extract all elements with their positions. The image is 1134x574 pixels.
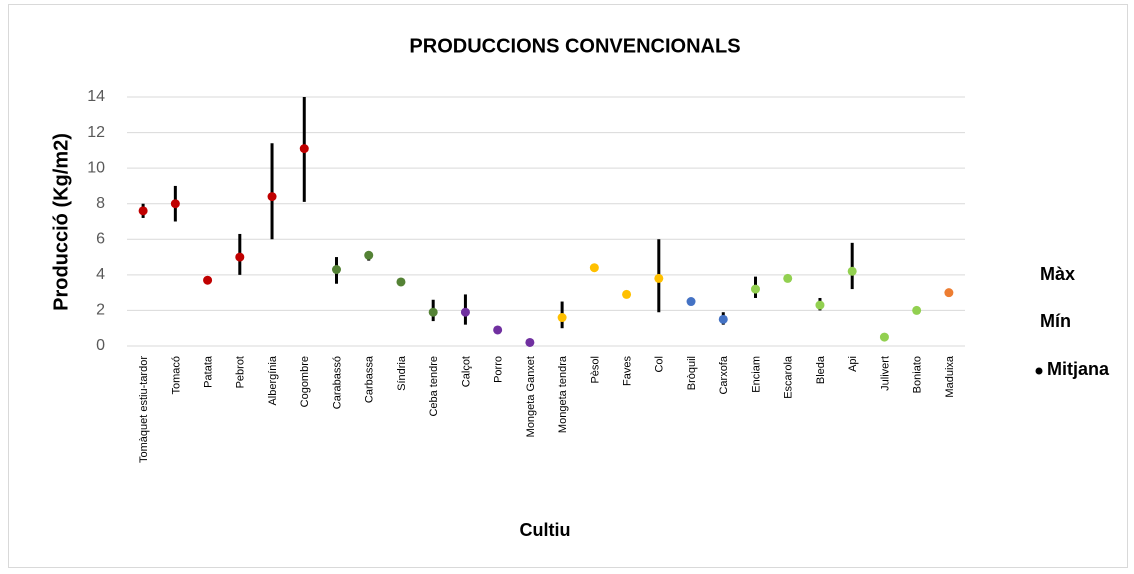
x-tick-label: Api — [847, 356, 859, 372]
x-tick-label: Albergínia — [267, 355, 279, 405]
x-tick-label: Bròquil — [686, 356, 698, 390]
y-tick-label: 8 — [96, 195, 105, 212]
mean-marker — [557, 313, 567, 323]
mean-marker — [364, 250, 374, 260]
mean-marker — [299, 144, 309, 154]
x-tick-label: Enciam — [750, 356, 762, 393]
x-tick-label: Mongeta tendra — [557, 355, 569, 433]
mean-marker — [460, 307, 470, 317]
mean-marker — [428, 307, 438, 317]
x-tick-label: Escarola — [783, 355, 795, 399]
mean-marker — [912, 305, 922, 315]
legend-label: Mitjana — [1047, 359, 1110, 379]
x-tick-label: Cogombre — [299, 356, 311, 407]
mean-marker — [138, 206, 148, 216]
x-tick-label: Ceba tendre — [428, 356, 440, 417]
mean-marker — [847, 266, 857, 276]
mean-marker — [525, 337, 535, 347]
legend-label: Màx — [1040, 264, 1075, 284]
x-tick-label: Mongeta Ganxet — [525, 356, 537, 437]
chart-title: PRODUCCIONS CONVENCIONALS — [409, 35, 740, 57]
y-tick-label: 14 — [87, 88, 105, 105]
mean-marker — [203, 275, 213, 285]
mean-marker — [654, 273, 664, 283]
mean-marker — [170, 199, 180, 209]
y-tick-label: 0 — [96, 337, 105, 354]
mean-marker — [622, 289, 632, 299]
x-tick-label: Calçot — [460, 356, 472, 387]
y-tick-label: 2 — [96, 302, 105, 319]
mean-marker — [944, 288, 954, 298]
mean-marker — [879, 332, 889, 342]
x-tick-label: Carxofa — [718, 355, 730, 394]
x-tick-label: Carabassó — [331, 356, 343, 409]
y-tick-label: 6 — [96, 231, 105, 248]
legend-label: Mín — [1040, 311, 1071, 331]
mean-marker — [815, 300, 825, 310]
y-tick-label: 4 — [96, 266, 105, 283]
mean-marker — [686, 297, 696, 307]
x-tick-label: Síndria — [396, 355, 408, 391]
mean-marker — [235, 252, 245, 262]
mean-marker — [718, 314, 728, 324]
x-tick-label: Tomacó — [170, 356, 182, 395]
x-tick-label: Pèsol — [589, 356, 601, 384]
x-axis-title: Cultiu — [520, 520, 571, 540]
mean-marker — [332, 265, 341, 275]
x-tick-label: Tomàquet estiu-tardor — [138, 356, 150, 463]
y-axis-title: Producció (Kg/m2) — [50, 133, 72, 311]
x-tick-label: Bleda — [815, 355, 827, 384]
x-tick-label: Faves — [621, 356, 633, 386]
x-tick-label: Patata — [202, 355, 214, 388]
y-tick-label: 10 — [87, 159, 105, 176]
mean-marker — [589, 263, 599, 273]
x-tick-label: Porro — [493, 356, 505, 383]
chart-border — [8, 4, 1128, 568]
mean-marker — [783, 273, 793, 283]
mean-marker — [751, 284, 760, 294]
x-tick-label: Col — [654, 356, 666, 373]
x-tick-label: Julivert — [879, 356, 891, 391]
x-tick-label: Carbassa — [364, 355, 376, 403]
x-tick-label: Maduixa — [944, 355, 956, 397]
x-tick-label: Boniato — [912, 356, 924, 393]
mean-marker — [493, 325, 503, 335]
mean-marker — [267, 192, 277, 202]
y-tick-label: 12 — [87, 124, 105, 141]
x-tick-label: Pebrot — [235, 356, 247, 388]
legend-marker — [1035, 367, 1043, 375]
mean-marker — [396, 277, 406, 287]
